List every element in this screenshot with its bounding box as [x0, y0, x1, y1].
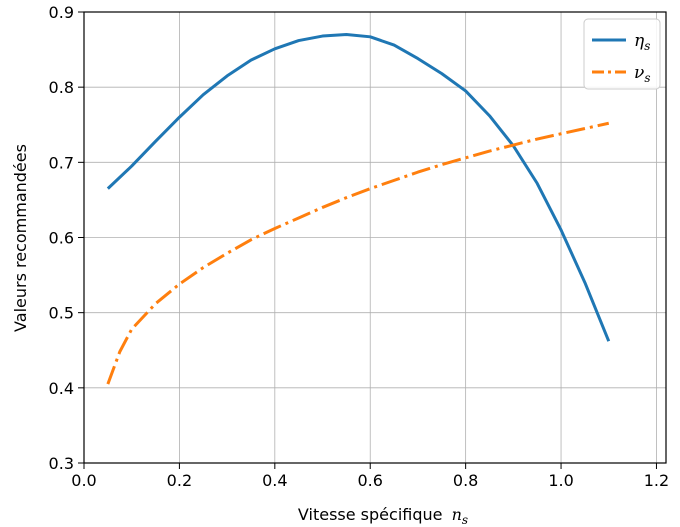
series-line-nu — [106, 121, 610, 385]
legend-label-subscript: s — [644, 39, 650, 53]
y-tick-label: 0.8 — [49, 78, 74, 97]
x-tick-label: 0.4 — [262, 471, 287, 490]
y-tick-label: 0.5 — [49, 304, 74, 323]
y-tick-label: 0.6 — [49, 229, 74, 248]
x-tick-label: 0.0 — [71, 471, 96, 490]
x-axis-label-symbol: n — [452, 505, 462, 524]
y-axis-label: Valeurs recommandées — [11, 144, 30, 332]
series-line-eta — [106, 33, 611, 342]
x-tick-label: 0.8 — [453, 471, 478, 490]
x-tick-label: 0.2 — [167, 471, 192, 490]
y-tick-label: 0.3 — [49, 454, 74, 473]
x-axis-label: Vitesse spécifique ns — [298, 505, 468, 527]
legend-label: νs — [634, 63, 651, 85]
x-tick-label: 1.2 — [644, 471, 669, 490]
y-tick-label: 0.9 — [49, 3, 74, 22]
x-axis-label-text: Vitesse spécifique — [298, 505, 443, 524]
y-tick-label: 0.4 — [49, 379, 74, 398]
x-axis-label-subscript: s — [462, 513, 468, 527]
grid — [83, 11, 666, 464]
y-tick-label: 0.7 — [49, 153, 74, 172]
legend-label-symbol: ν — [634, 63, 644, 83]
ticks: 0.0 0.2 0.4 0.6 0.8 1.0 1.2 0.3 0.4 0.5 0.6 0.7 0.8 0… — [49, 3, 670, 490]
x-tick-label: 0.6 — [358, 471, 383, 490]
x-tick-label: 1.0 — [548, 471, 573, 490]
series-layer — [106, 33, 611, 385]
legend-label-symbol: η — [634, 31, 645, 51]
legend-label-subscript: s — [644, 71, 650, 85]
legend-label: ηs — [634, 31, 650, 53]
